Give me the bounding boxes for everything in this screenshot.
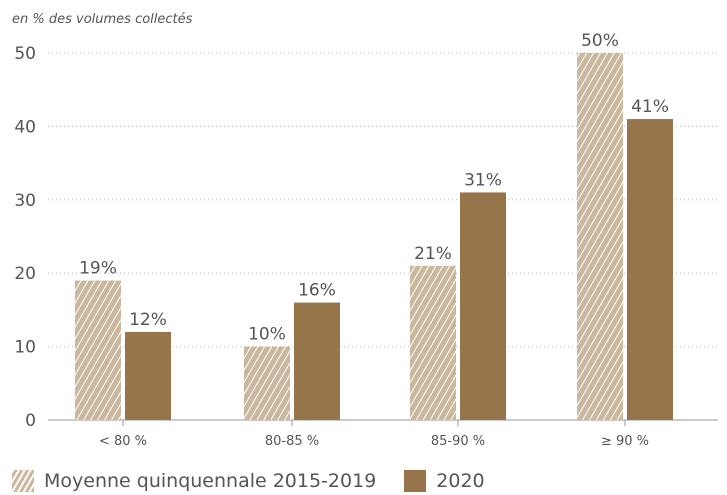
bar-average: [244, 346, 290, 420]
bar-average: [577, 53, 623, 420]
legend-swatch-hatched: [12, 470, 34, 492]
y-tick-label: 20: [14, 264, 36, 284]
legend: Moyenne quinquennale 2015-2019 2020: [12, 470, 513, 492]
bar-2020: [627, 119, 673, 420]
legend-item-average: Moyenne quinquennale 2015-2019: [12, 470, 376, 492]
y-tick-label: 30: [14, 191, 36, 211]
x-tick-label: 85-90 %: [431, 434, 485, 449]
bar-average: [410, 265, 456, 420]
y-tick-label: 40: [14, 117, 36, 137]
y-tick-label: 0: [25, 411, 36, 431]
data-label: 41%: [631, 97, 669, 117]
data-label: 12%: [129, 310, 167, 330]
bar-2020: [294, 302, 340, 420]
data-label: 10%: [248, 325, 286, 345]
bar-2020: [125, 331, 171, 420]
bar-average: [75, 280, 121, 420]
bar-2020: [460, 192, 506, 420]
legend-label-average: Moyenne quinquennale 2015-2019: [44, 470, 377, 492]
data-label: 16%: [298, 281, 336, 301]
legend-swatch-solid: [404, 470, 427, 492]
unit-label: en % des volumes collectés: [12, 12, 193, 27]
data-label: 21%: [414, 244, 452, 264]
x-tick-label: 80-85 %: [265, 434, 319, 449]
legend-label-2020: 2020: [436, 470, 485, 492]
legend-item-2020: 2020: [404, 470, 485, 492]
y-tick-label: 10: [14, 338, 36, 358]
data-label: 19%: [79, 259, 117, 279]
x-tick-label: ≥ 90 %: [601, 434, 649, 449]
data-label: 31%: [464, 170, 502, 190]
data-label: 50%: [581, 31, 619, 51]
x-tick-label: < 80 %: [99, 434, 147, 449]
y-tick-label: 50: [14, 44, 36, 64]
